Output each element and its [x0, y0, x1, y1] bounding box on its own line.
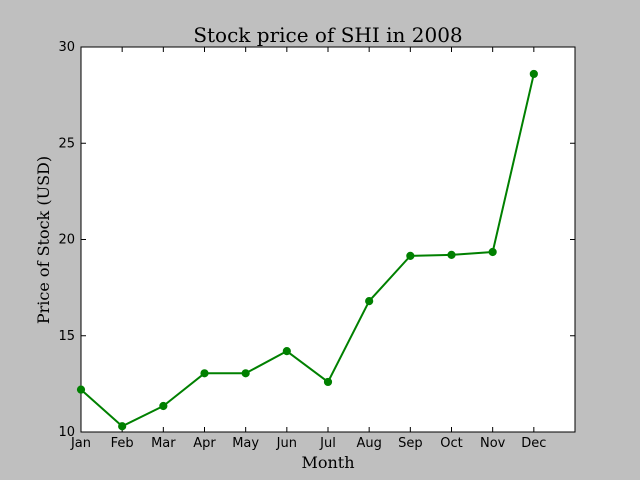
- data-point-aug: [365, 297, 374, 306]
- y-axis-label: Price of Stock (USD): [34, 156, 53, 324]
- x-axis-label: Month: [301, 453, 354, 472]
- y-tick-label: 30: [58, 40, 75, 55]
- x-tick-label: Jun: [276, 436, 297, 451]
- data-point-dec: [529, 69, 538, 79]
- data-points: [76, 69, 538, 431]
- data-point-feb: [118, 422, 127, 431]
- x-tick-label: Nov: [480, 436, 506, 451]
- x-tick-label: Jan: [70, 436, 91, 451]
- x-tick-label: Mar: [151, 436, 176, 451]
- data-point-oct: [447, 250, 456, 259]
- data-point-jul: [323, 377, 333, 387]
- x-tick-label: Oct: [440, 436, 462, 451]
- y-tick-label: 15: [58, 329, 75, 344]
- x-tick-label: Sep: [398, 436, 423, 451]
- x-tick-label: Jul: [319, 436, 336, 451]
- data-point-nov: [488, 247, 497, 257]
- chart-title: Stock price of SHI in 2008: [193, 23, 462, 47]
- data-point-jan: [76, 385, 86, 394]
- axis-ticks: [80, 46, 575, 433]
- x-tick-label: Aug: [356, 436, 381, 451]
- y-tick-label: 25: [58, 136, 75, 151]
- x-tick-labels: Jan Feb Mar Apr May Jun Jul Aug Sep Oct Nov Dec: [70, 436, 546, 451]
- x-tick-label: May: [232, 436, 259, 451]
- x-tick-label: Dec: [521, 436, 546, 451]
- x-tick-label: Apr: [193, 436, 216, 451]
- y-tick-labels: 10 15 20 25 30: [58, 40, 75, 440]
- y-tick-label: 10: [58, 425, 75, 440]
- plot-area: [80, 46, 576, 433]
- data-point-sep: [406, 251, 415, 260]
- data-point-may: [241, 369, 250, 378]
- series-line: [80, 73, 535, 428]
- data-point-mar: [159, 401, 168, 411]
- x-tick-label: Feb: [111, 436, 134, 451]
- data-point-apr: [200, 369, 209, 378]
- data-point-jun: [282, 347, 291, 356]
- y-tick-label: 20: [58, 233, 75, 248]
